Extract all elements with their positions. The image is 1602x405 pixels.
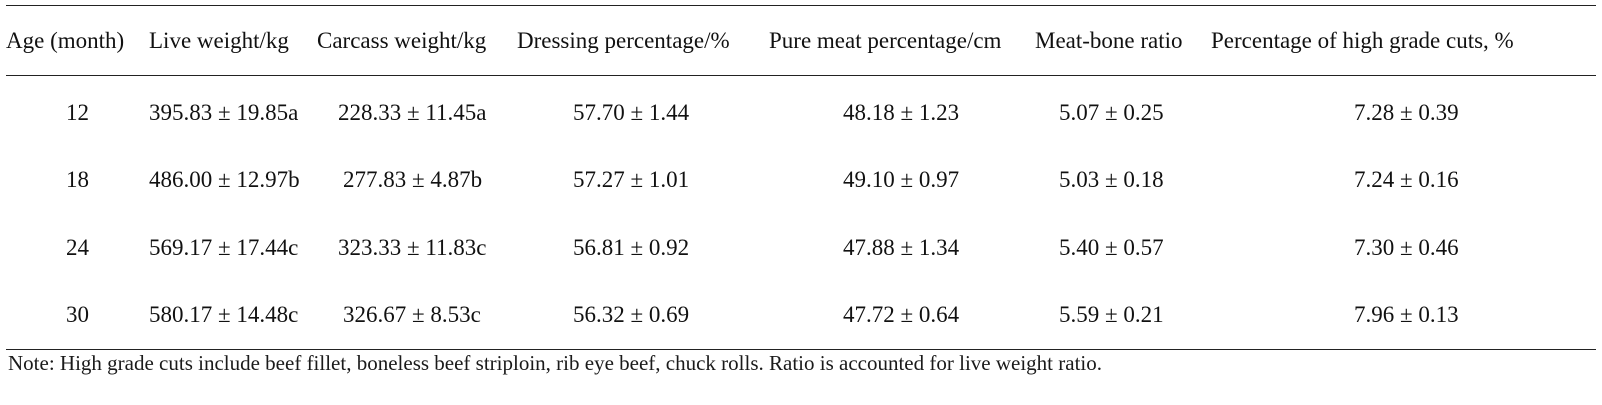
cell-high-grade-cuts: 7.28 ± 0.39: [1211, 76, 1596, 146]
header-high-grade-cuts: Percentage of high grade cuts, %: [1211, 5, 1596, 76]
cell-meat-bone-ratio-text: 5.40 ± 0.57: [1059, 234, 1164, 260]
cell-live-weight: 569.17 ± 17.44c: [149, 214, 317, 282]
table-row: 30 580.17 ± 14.48c 326.67 ± 8.53c 56.32 …: [6, 281, 1596, 350]
cell-dressing-percentage-text: 57.27 ± 1.01: [573, 166, 690, 192]
cell-meat-bone-ratio: 5.03 ± 0.18: [1035, 146, 1211, 214]
header-carcass-weight: Carcass weight/kg: [317, 5, 517, 76]
header-pure-meat-percentage: Pure meat percentage/cm: [769, 5, 1035, 76]
header-age: Age (month): [6, 5, 149, 76]
cell-pure-meat-percentage: 47.72 ± 0.64: [769, 281, 1035, 350]
cell-pure-meat-percentage-text: 49.10 ± 0.97: [843, 166, 960, 192]
data-table: Age (month) Live weight/kg Carcass weigh…: [6, 5, 1596, 350]
cell-meat-bone-ratio-text: 5.07 ± 0.25: [1059, 99, 1164, 125]
cell-carcass-weight: 326.67 ± 8.53c: [317, 281, 517, 350]
header-live-weight: Live weight/kg: [149, 5, 317, 76]
cell-dressing-percentage: 57.70 ± 1.44: [517, 76, 769, 146]
cell-meat-bone-ratio: 5.07 ± 0.25: [1035, 76, 1211, 146]
cell-age: 24: [6, 214, 149, 282]
cell-dressing-percentage-text: 57.70 ± 1.44: [573, 99, 690, 125]
data-table-container: Age (month) Live weight/kg Carcass weigh…: [6, 5, 1596, 350]
cell-age-text: 30: [66, 302, 89, 328]
header-dressing-percentage: Dressing percentage/%: [517, 5, 769, 76]
header-row: Age (month) Live weight/kg Carcass weigh…: [6, 5, 1596, 76]
cell-pure-meat-percentage: 48.18 ± 1.23: [769, 76, 1035, 146]
cell-age: 18: [6, 146, 149, 214]
cell-pure-meat-percentage-text: 48.18 ± 1.23: [843, 99, 960, 125]
cell-live-weight-text: 580.17 ± 14.48c: [149, 302, 299, 328]
cell-carcass-weight-text: 326.67 ± 8.53c: [343, 302, 481, 328]
table-row: 18 486.00 ± 12.97b 277.83 ± 4.87b 57.27 …: [6, 146, 1596, 214]
cell-age-text: 12: [66, 99, 89, 125]
cell-high-grade-cuts: 7.30 ± 0.46: [1211, 214, 1596, 282]
cell-high-grade-cuts: 7.96 ± 0.13: [1211, 281, 1596, 350]
cell-high-grade-cuts-text: 7.24 ± 0.16: [1354, 166, 1459, 192]
cell-meat-bone-ratio: 5.40 ± 0.57: [1035, 214, 1211, 282]
cell-pure-meat-percentage-text: 47.72 ± 0.64: [843, 302, 960, 328]
cell-pure-meat-percentage: 47.88 ± 1.34: [769, 214, 1035, 282]
cell-high-grade-cuts: 7.24 ± 0.16: [1211, 146, 1596, 214]
cell-high-grade-cuts-text: 7.30 ± 0.46: [1354, 234, 1459, 260]
cell-dressing-percentage-text: 56.32 ± 0.69: [573, 302, 690, 328]
cell-age-text: 18: [66, 166, 89, 192]
cell-carcass-weight: 228.33 ± 11.45a: [317, 76, 517, 146]
cell-high-grade-cuts-text: 7.28 ± 0.39: [1354, 99, 1459, 125]
cell-age: 30: [6, 281, 149, 350]
cell-pure-meat-percentage: 49.10 ± 0.97: [769, 146, 1035, 214]
cell-dressing-percentage: 56.81 ± 0.92: [517, 214, 769, 282]
cell-dressing-percentage: 57.27 ± 1.01: [517, 146, 769, 214]
cell-live-weight: 395.83 ± 19.85a: [149, 76, 317, 146]
cell-age: 12: [6, 76, 149, 146]
cell-age-text: 24: [66, 234, 89, 260]
cell-high-grade-cuts-text: 7.96 ± 0.13: [1354, 302, 1459, 328]
table-row: 12 395.83 ± 19.85a 228.33 ± 11.45a 57.70…: [6, 76, 1596, 146]
cell-meat-bone-ratio-text: 5.03 ± 0.18: [1059, 166, 1164, 192]
cell-live-weight-text: 395.83 ± 19.85a: [149, 99, 299, 125]
cell-dressing-percentage-text: 56.81 ± 0.92: [573, 234, 690, 260]
cell-carcass-weight: 323.33 ± 11.83c: [317, 214, 517, 282]
cell-live-weight-text: 486.00 ± 12.97b: [149, 166, 300, 192]
cell-carcass-weight: 277.83 ± 4.87b: [317, 146, 517, 214]
table-body: 12 395.83 ± 19.85a 228.33 ± 11.45a 57.70…: [6, 76, 1596, 350]
cell-carcass-weight-text: 323.33 ± 11.83c: [338, 234, 487, 260]
table-note: Note: High grade cuts include beef fille…: [8, 351, 1102, 375]
cell-meat-bone-ratio: 5.59 ± 0.21: [1035, 281, 1211, 350]
cell-pure-meat-percentage-text: 47.88 ± 1.34: [843, 234, 960, 260]
header-meat-bone-ratio: Meat-bone ratio: [1035, 5, 1211, 76]
cell-live-weight: 486.00 ± 12.97b: [149, 146, 317, 214]
cell-live-weight-text: 569.17 ± 17.44c: [149, 234, 299, 260]
cell-carcass-weight-text: 277.83 ± 4.87b: [343, 166, 483, 192]
cell-dressing-percentage: 56.32 ± 0.69: [517, 281, 769, 350]
cell-meat-bone-ratio-text: 5.59 ± 0.21: [1059, 302, 1164, 328]
table-header: Age (month) Live weight/kg Carcass weigh…: [6, 5, 1596, 76]
cell-carcass-weight-text: 228.33 ± 11.45a: [338, 99, 487, 125]
cell-live-weight: 580.17 ± 14.48c: [149, 281, 317, 350]
table-row: 24 569.17 ± 17.44c 323.33 ± 11.83c 56.81…: [6, 214, 1596, 282]
